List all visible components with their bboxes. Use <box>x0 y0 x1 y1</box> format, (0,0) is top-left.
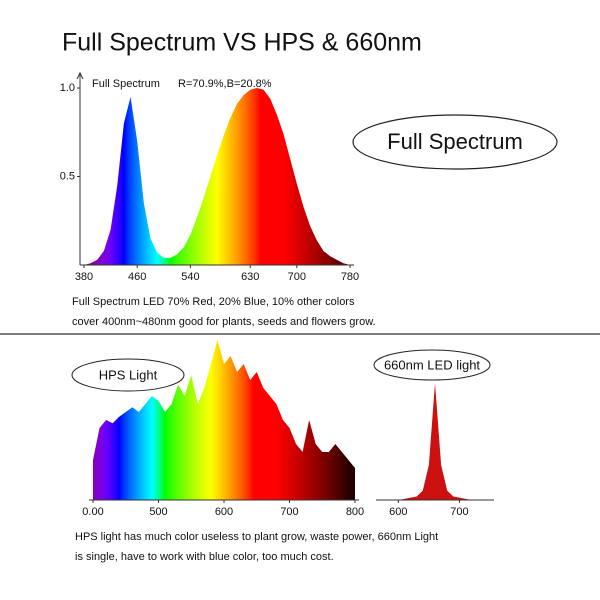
x-tick-label: 700 <box>288 271 306 283</box>
y-tick-label: 0.5 <box>60 170 75 182</box>
caption: is single, have to work with blue color,… <box>75 551 334 563</box>
x-tick-label: 700 <box>450 506 468 518</box>
chart-label: Full Spectrum <box>387 129 523 154</box>
chart-label: HPS Light <box>99 367 158 382</box>
x-tick-label: 0.00 <box>82 506 103 518</box>
label-oval <box>352 114 558 170</box>
x-tick-label: 380 <box>75 271 93 283</box>
chart-label: 660nm LED light <box>384 357 480 372</box>
spectrum-area <box>84 88 350 265</box>
x-tick-label: 780 <box>341 271 359 283</box>
y-axis-arrow <box>76 71 84 80</box>
x-tick-label: 630 <box>241 271 259 283</box>
spectrum-area <box>93 340 355 500</box>
annotation: R=70.9%,B=20.8% <box>178 78 272 90</box>
label-oval <box>71 358 185 392</box>
page-title: Full Spectrum VS HPS & 660nm <box>62 29 422 57</box>
x-tick-label: 600 <box>389 506 407 518</box>
x-tick-label: 540 <box>181 271 199 283</box>
x-tick-label: 800 <box>346 506 364 518</box>
caption: HPS light has much color useless to plan… <box>75 531 438 543</box>
x-tick-label: 600 <box>215 506 233 518</box>
x-tick-label: 460 <box>128 271 146 283</box>
y-tick-label: 1.0 <box>60 82 75 94</box>
x-tick-label: 700 <box>280 506 298 518</box>
caption: Full Spectrum LED 70% Red, 20% Blue, 10%… <box>72 296 355 308</box>
label-oval <box>373 349 491 381</box>
caption: cover 400nm~480nm good for plants, seeds… <box>72 316 376 328</box>
x-tick-label: 500 <box>149 506 167 518</box>
spectrum-area <box>398 383 472 500</box>
legend-text: Full Spectrum <box>92 78 160 90</box>
